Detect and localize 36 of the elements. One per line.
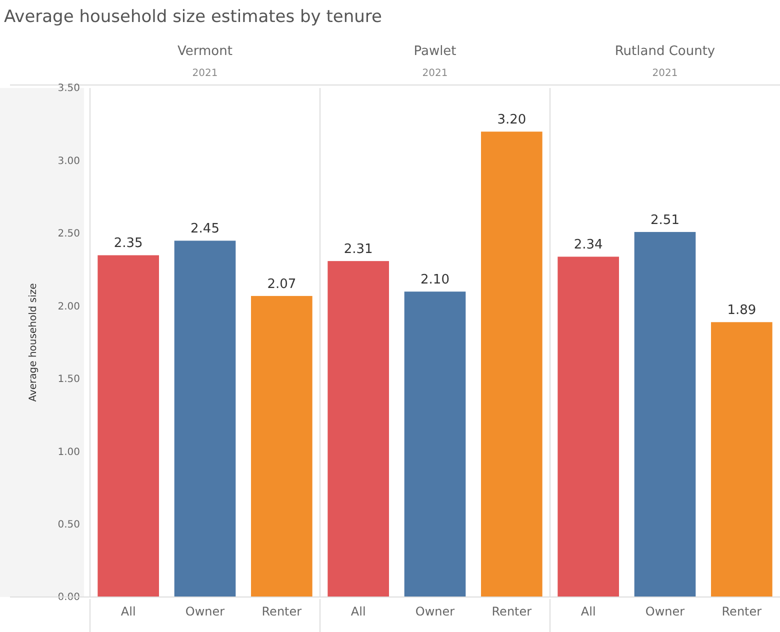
bar <box>174 240 236 597</box>
y-tick-label: 3.50 <box>58 83 80 94</box>
data-label: 2.35 <box>114 236 143 252</box>
y-tick-label: 0.50 <box>58 519 80 530</box>
data-label: 3.20 <box>497 112 526 128</box>
text: Average household size estimates by tenure <box>4 7 382 27</box>
data-label: 2.51 <box>650 212 680 228</box>
y-tick-label: 3.00 <box>58 156 80 167</box>
y-tick-label: 2.00 <box>58 301 80 312</box>
chart-title: Rutland County <box>614 44 716 59</box>
y-tick-label: 1.00 <box>58 446 80 458</box>
x-tick-label: Owner <box>415 604 455 619</box>
bar <box>251 296 312 597</box>
x-tick-label: All <box>580 604 596 619</box>
bar <box>98 255 159 597</box>
x-tick-label: Owner <box>185 604 225 619</box>
y-axis-title: Average household size <box>28 283 39 402</box>
data-label: 2.10 <box>420 272 450 288</box>
chart-subtitle: 2021 <box>192 68 218 79</box>
chart-subtitle: 2021 <box>652 68 678 79</box>
x-tick-label: Renter <box>492 604 532 619</box>
chart-title: Pawlet <box>414 44 456 59</box>
data-label: 2.34 <box>574 238 603 253</box>
data-label: 1.89 <box>727 303 756 318</box>
x-tick-label: All <box>350 604 366 619</box>
x-tick-label: All <box>120 604 136 619</box>
x-tick-label: Renter <box>262 604 302 619</box>
x-tick-label: Owner <box>645 604 685 619</box>
x-tick-label: Renter <box>722 604 762 619</box>
chart-subtitle: 2021 <box>422 68 448 79</box>
data-label: 2.45 <box>190 222 220 237</box>
y-tick-label: 1.50 <box>58 374 80 386</box>
y-tick-label: 2.50 <box>58 228 80 240</box>
data-label: 2.07 <box>267 276 296 292</box>
chart-title: Vermont <box>178 44 232 59</box>
data-label: 2.31 <box>344 242 373 258</box>
